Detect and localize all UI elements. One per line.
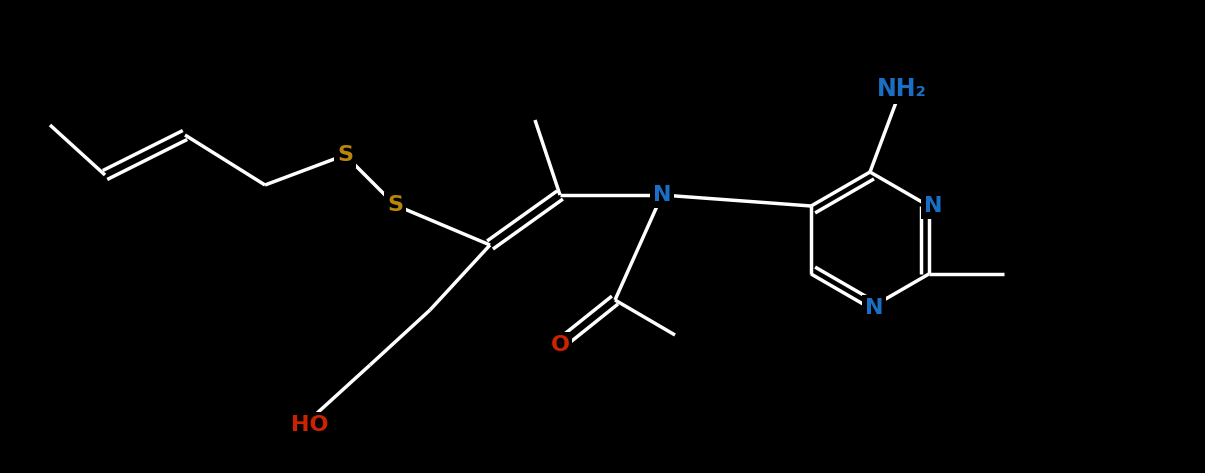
Text: S: S [337,145,353,165]
Text: NH₂: NH₂ [877,77,927,101]
Text: N: N [653,185,671,205]
Text: N: N [924,196,942,216]
Text: HO: HO [292,415,329,435]
Text: S: S [387,195,402,215]
Text: N: N [865,298,883,318]
Text: O: O [551,335,570,355]
